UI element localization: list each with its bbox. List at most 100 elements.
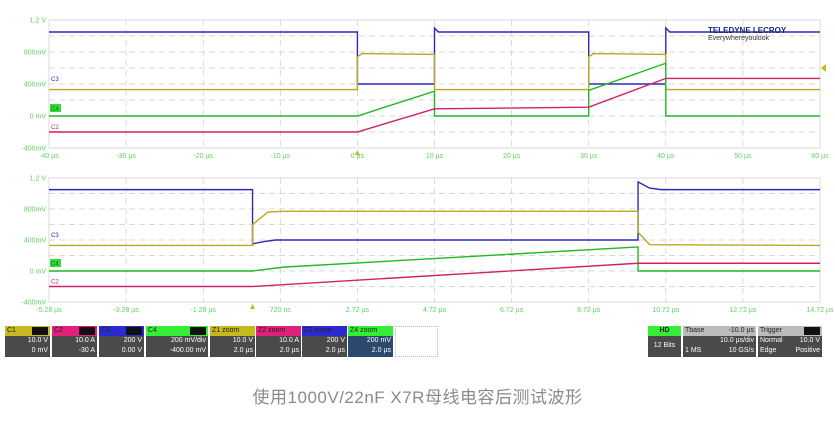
x-tick-label: 30 µs <box>580 153 598 160</box>
y-tick-label: 1.2 V <box>30 18 47 25</box>
c4-marker <box>50 104 61 112</box>
channel-box-z1-zoom[interactable]: Z1 zoom 10.0 V 2.0 µs <box>210 326 255 357</box>
x-tick-label: -5.28 µs <box>36 307 62 314</box>
channel-label: Z3 zoom <box>304 327 332 334</box>
x-tick-label: 4.72 µs <box>423 307 447 314</box>
channel-label: C3 <box>101 327 110 334</box>
channel-scale: 10.0 V <box>27 337 48 344</box>
x-tick-label: -10 µs <box>270 153 290 160</box>
channel-scale: 10.0 A <box>75 337 95 344</box>
y-tick-label: 800mV <box>24 207 47 214</box>
trace-c4 <box>49 62 820 117</box>
channel-label: C2 <box>54 327 63 334</box>
empty-slot[interactable] <box>395 326 438 357</box>
x-tick-label: 10.72 µs <box>652 307 679 314</box>
trigger-slope: Positive <box>795 347 820 354</box>
trigger-box[interactable]: Trigger Normal 10.0 V Edge Positive <box>758 326 822 357</box>
channel-offset: 0.00 V <box>121 347 142 354</box>
hd-box[interactable]: HD 12 Bits <box>648 326 681 357</box>
channel-offset: 2.0 µs <box>325 347 345 354</box>
channel-badge-icon <box>32 327 48 335</box>
channel-offset: -400.00 mV <box>169 347 206 354</box>
y-tick-label: 400mV <box>24 238 47 245</box>
x-tick-label: -40 µs <box>39 153 59 160</box>
trace-c2 <box>49 262 820 288</box>
timebase-div: 10.0 µs/div <box>720 337 754 344</box>
c3-marker-label: C3 <box>51 233 59 239</box>
y-tick-label: 800mV <box>24 50 47 57</box>
c4-marker <box>50 259 61 267</box>
timebase-delay: -10.0 µs <box>728 327 754 334</box>
c4-marker-label: C4 <box>51 107 59 113</box>
y-tick-label: 0 mV <box>30 269 47 276</box>
logo: TELEDYNE LECROY Everywhereyoulook <box>708 26 786 42</box>
x-tick-label: -20 µs <box>193 153 213 160</box>
x-tick-label: 2.72 µs <box>346 307 370 314</box>
y-tick-label: 400mV <box>24 82 47 89</box>
x-tick-label: 14.72 µs <box>807 307 834 314</box>
channel-box-z4-zoom[interactable]: Z4 zoom 200 mV 2.0 µs <box>348 326 393 357</box>
channel-box-z3-zoom[interactable]: Z3 zoom 200 V 2.0 µs <box>302 326 347 357</box>
hd-label: HD <box>648 326 681 336</box>
timebase-samples: 1 MS <box>685 347 702 354</box>
hd-bits: 12 Bits <box>653 342 676 349</box>
trigger-label: Trigger <box>760 327 782 334</box>
channel-offset: 2.0 µs <box>279 347 299 354</box>
trace-c1 <box>49 52 820 91</box>
x-tick-label: 60 µs <box>811 153 829 160</box>
c2-marker-label: C2 <box>51 280 59 286</box>
trigger-type: Edge <box>760 347 777 354</box>
channel-label: Z2 zoom <box>258 327 286 334</box>
trigger-position-icon <box>354 150 360 155</box>
x-tick-label: -1.28 µs <box>190 307 216 314</box>
trace-c2 <box>49 77 820 133</box>
caption: 使用1000V/22nF X7R母线电容后测试波形 <box>252 388 583 407</box>
x-tick-label: 50 µs <box>734 153 752 160</box>
y-tick-label: -400mV <box>21 146 46 153</box>
x-tick-label: 720 ns <box>270 307 292 314</box>
channel-badge-icon <box>126 327 142 335</box>
plot-overview: -40 µs -30 µs -20 µs -10 µs 0 µs 10 µs 20 µs 30… <box>21 18 829 161</box>
channel-scale: 200 V <box>123 337 142 344</box>
x-tick-label: -30 µs <box>116 153 136 160</box>
trace-c1 <box>49 210 821 247</box>
channel-scale: 200 mV <box>366 337 391 344</box>
logo-brand: TELEDYNE LECROY <box>708 26 787 35</box>
y-tick-label: 0 mV <box>30 114 47 121</box>
channel-box-c1[interactable]: C1 10.0 V 0 mV <box>5 326 50 357</box>
c2-marker-label: C2 <box>51 125 59 131</box>
trigger-badge-icon <box>804 327 820 335</box>
x-tick-label: -3.28 µs <box>113 307 139 314</box>
channel-badge-icon <box>190 327 206 335</box>
channel-box-c2[interactable]: C2 10.0 A -30 A <box>52 326 97 357</box>
timebase-label: Tbase <box>685 327 705 334</box>
timebase-box[interactable]: Tbase -10.0 µs 10.0 µs/div 1 MS 10 GS/s <box>683 326 756 357</box>
x-tick-label: 12.72 µs <box>729 307 756 314</box>
plot-zoom: -5.28 µs -3.28 µs -1.28 µs 720 ns 2.72 µs 4.7… <box>21 176 834 315</box>
trigger-mode: Normal <box>760 337 783 344</box>
channel-scale: 200 V <box>326 337 345 344</box>
channel-scale: 10.0 A <box>279 337 299 344</box>
trigger-level: 10.0 V <box>799 337 820 344</box>
trace-c4 <box>49 246 820 272</box>
channel-label: Z4 zoom <box>350 327 378 334</box>
channel-box-z2-zoom[interactable]: Z2 zoom 10.0 A 2.0 µs <box>256 326 301 357</box>
channel-scale: 200 mV/div <box>170 337 206 344</box>
channel-label: C4 <box>148 327 157 334</box>
y-tick-label: 1.2 V <box>30 176 47 183</box>
y-tick-label: -400mV <box>21 300 46 307</box>
channel-offset: -30 A <box>78 347 95 354</box>
x-tick-label: 6.72 µs <box>500 307 524 314</box>
channel-offset: 2.0 µs <box>371 347 391 354</box>
channel-label: Z1 zoom <box>212 327 240 334</box>
x-tick-label: 0 µs <box>351 153 365 160</box>
channel-offset: 2.0 µs <box>233 347 253 354</box>
oscilloscope-display: -40 µs -30 µs -20 µs -10 µs 0 µs 10 µs 20 µs 30… <box>21 18 834 315</box>
trigger-position-icon <box>250 304 256 309</box>
channel-scale: 10.0 V <box>232 337 253 344</box>
c3-marker-label: C3 <box>51 77 59 83</box>
channel-box-c3[interactable]: C3 200 V 0.00 V <box>99 326 144 357</box>
channel-box-c4[interactable]: C4 200 mV/div -400.00 mV <box>146 326 208 357</box>
channel-label: C1 <box>7 327 16 334</box>
x-tick-label: 10 µs <box>426 153 444 160</box>
